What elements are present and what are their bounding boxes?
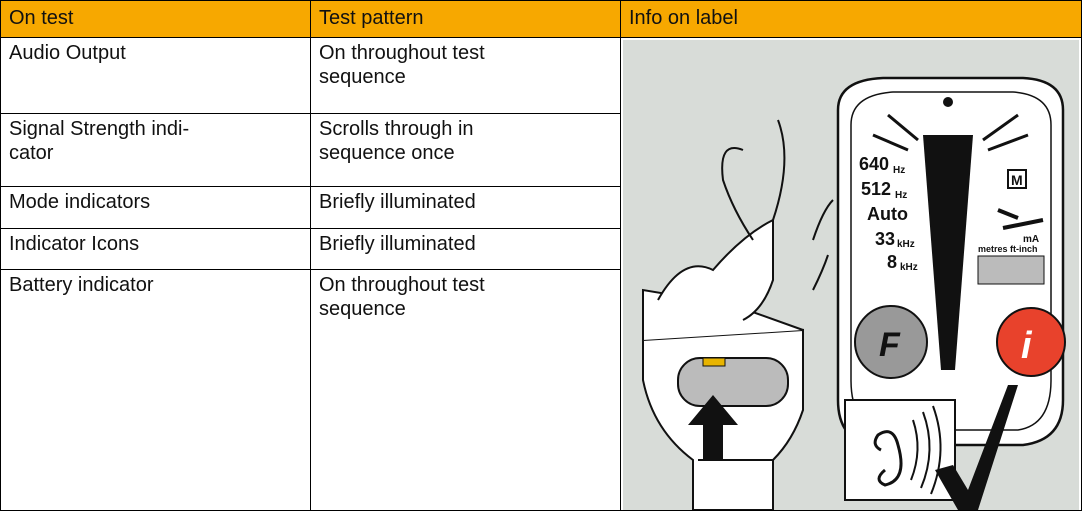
cell-line: sequence once bbox=[319, 142, 455, 164]
cell-line: Indicator Icons bbox=[9, 233, 140, 255]
freq-label: Auto bbox=[867, 204, 908, 224]
test-cell: Signal Strength indi-cator bbox=[0, 113, 311, 187]
cell-line: Scrolls through in bbox=[319, 118, 474, 140]
current-label: mA bbox=[1023, 234, 1039, 245]
cell-line: Audio Output bbox=[9, 42, 126, 64]
freq-label: 512 bbox=[861, 179, 891, 199]
distance-label: metres ft-inch bbox=[978, 244, 1038, 254]
freq-unit: kHz bbox=[897, 239, 915, 250]
label-illustration: 640 Hz 512 Hz Auto 33 kHz 8 kHz M mA met… bbox=[623, 40, 1079, 510]
pattern-cell: Briefly illuminated bbox=[310, 228, 621, 270]
cell-line: Briefly illuminated bbox=[319, 191, 476, 213]
pattern-cell: Briefly illuminated bbox=[310, 186, 621, 229]
freq-label: 33 bbox=[875, 229, 895, 249]
test-cell: Indicator Icons bbox=[0, 228, 311, 270]
cell-line: Mode indicators bbox=[9, 191, 151, 213]
pattern-cell: On throughout test sequence bbox=[310, 269, 621, 511]
header-cell: On test bbox=[0, 0, 311, 38]
cell-line: On throughout test bbox=[319, 274, 485, 296]
f-button: F bbox=[879, 326, 901, 364]
header-cell: Test pattern bbox=[310, 0, 621, 38]
freq-unit: Hz bbox=[893, 165, 905, 176]
freq-label: 8 bbox=[887, 252, 897, 272]
cell-line: Briefly illuminated bbox=[319, 233, 476, 255]
freq-unit: Hz bbox=[895, 190, 907, 201]
pattern-cell: On throughout test sequence bbox=[310, 37, 621, 114]
test-cell: Audio Output bbox=[0, 37, 311, 114]
label-illustration-cell: 640 Hz 512 Hz Auto 33 kHz 8 kHz M mA met… bbox=[620, 37, 1082, 511]
cell-line: On throughout test bbox=[319, 42, 485, 64]
freq-label: 640 bbox=[859, 154, 889, 174]
cell-line: cator bbox=[9, 142, 54, 164]
test-cell: Battery indicator bbox=[0, 269, 311, 511]
cell-line: sequence bbox=[319, 298, 406, 320]
cell-line: Battery indicator bbox=[9, 274, 154, 296]
test-cell: Mode indicators bbox=[0, 186, 311, 229]
mode-label: M bbox=[1011, 172, 1023, 188]
header-cell: Info on label bbox=[620, 0, 1082, 38]
pattern-cell: Scrolls through in sequence once bbox=[310, 113, 621, 187]
freq-unit: kHz bbox=[900, 262, 918, 273]
cell-line: Signal Strength indi- bbox=[9, 118, 190, 140]
i-button: i bbox=[1021, 325, 1033, 367]
cell-line: sequence bbox=[319, 66, 406, 88]
